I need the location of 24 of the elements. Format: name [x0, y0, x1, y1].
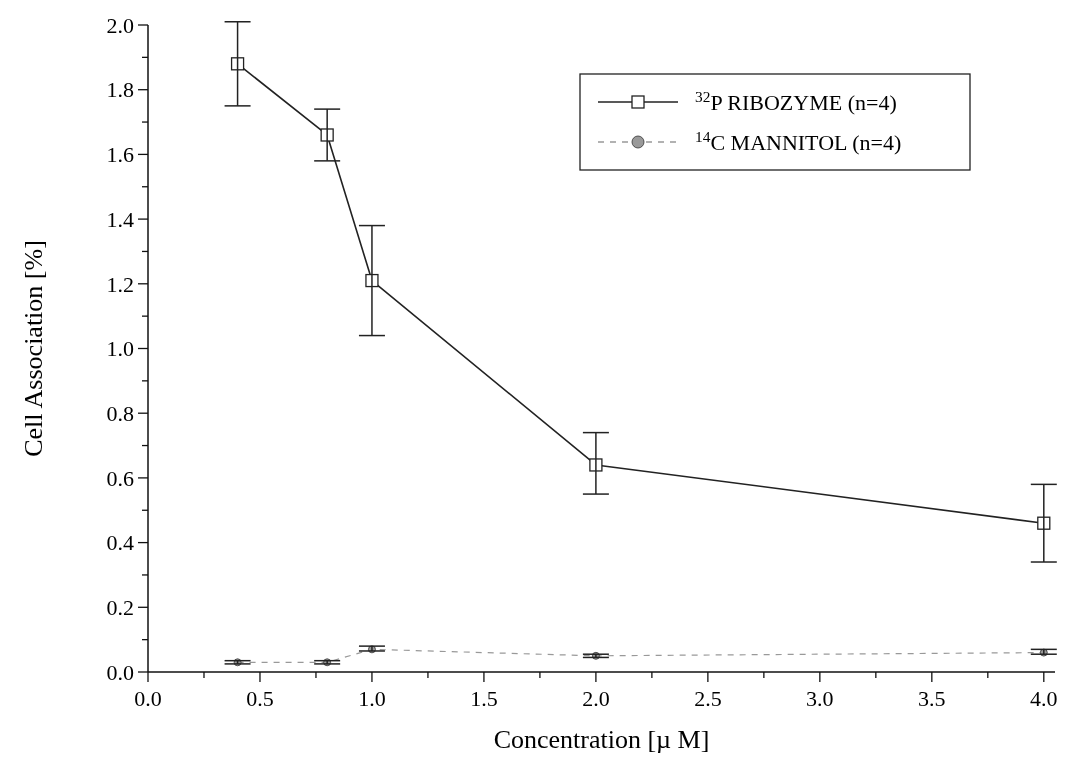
y-tick-label: 1.6: [106, 142, 134, 168]
x-tick-label: 0.5: [246, 686, 274, 711]
x-tick-label: 0.0: [134, 686, 162, 711]
x-tick-label: 3.0: [806, 686, 834, 711]
legend-label: $^{14}$C MANNITOL (n=4): [695, 127, 902, 155]
x-tick-label: 4.0: [1030, 686, 1058, 711]
y-tick-label: 1.0: [106, 336, 134, 362]
x-tick-label: 1.5: [470, 686, 498, 711]
x-tick-label: 2.0: [582, 686, 610, 711]
legend-label: $^{32}$P RIBOZYME (n=4): [695, 87, 897, 115]
y-tick-label: 0.8: [106, 400, 134, 426]
y-tick-label: 0.0: [106, 659, 134, 685]
x-axis-title: Concentration [µ M]: [493, 725, 710, 754]
y-tick-label: 0.4: [106, 530, 134, 556]
y-tick-label: 1.8: [106, 77, 134, 103]
x-tick-label: 1.0: [358, 686, 386, 711]
x-tick-label: 3.5: [918, 686, 946, 711]
y-tick-label: 1.2: [106, 271, 134, 297]
y-tick-label: 0.6: [106, 465, 134, 491]
y-axis-title: Cell Association [%]: [19, 240, 48, 457]
y-tick-label: 2.0: [106, 12, 134, 38]
y-tick-label: 1.4: [106, 206, 134, 232]
y-tick-label: 0.2: [106, 595, 134, 620]
x-tick-label: 2.5: [694, 686, 722, 711]
